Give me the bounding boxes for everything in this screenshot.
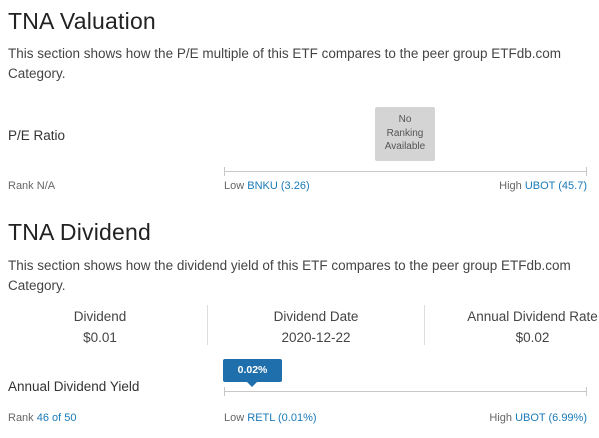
yield-marker: 0.02% [223,359,282,382]
pe-high-prefix: High [499,180,522,192]
stat-divider-1 [207,305,208,345]
stat-dividend-value: $0.01 [83,330,117,345]
yield-scale-tick-high [586,387,587,396]
valuation-title: TNA Valuation [8,8,156,34]
no-ranking-line-1: No [398,114,412,125]
yield-low-prefix: Low [224,412,245,424]
yield-low-link[interactable]: RETL (0.01%) [247,412,317,424]
stat-divider-2 [424,305,425,345]
yield-high: High UBOT (6.99%) [489,412,587,424]
yield-rank-prefix: Rank [8,412,34,424]
no-ranking-line-3: Available [384,141,426,152]
pe-ratio-label: P/E Ratio [8,128,66,143]
yield-rank: Rank 46 of 50 [8,412,77,424]
yield-scale-track [224,391,587,392]
no-ranking-badge: No Ranking Available [375,107,435,161]
pe-high-link[interactable]: UBOT (45.7) [524,180,587,192]
dividend-yield-label: Annual Dividend Yield [8,379,140,394]
pe-rank-value: N/A [36,180,56,192]
pe-scale-track [224,171,587,172]
pe-scale-tick-high [586,167,587,176]
dividend-description: This section shows how the dividend yiel… [8,258,571,293]
pe-rank: Rank N/A [8,180,55,192]
stat-dividend-date-label: Dividend Date [273,309,359,324]
yield-high-link[interactable]: UBOT (6.99%) [515,412,587,424]
pe-low-prefix: Low [224,180,245,192]
pe-rank-prefix: Rank [8,180,34,192]
stat-dividend-date-value: 2020-12-22 [281,330,351,345]
stat-dividend-label: Dividend [73,309,127,324]
yield-marker-pointer [247,382,257,387]
stat-annual-rate: Annual Dividend Rate $0.02 [460,308,599,350]
no-ranking-line-2: Ranking [386,127,424,139]
stat-annual-rate-label: Annual Dividend Rate [467,309,598,324]
pe-low-link[interactable]: BNKU (3.26) [247,180,310,192]
pe-scale-tick-low [224,167,225,176]
dividend-title: TNA Dividend [8,219,152,245]
yield-low: Low RETL (0.01%) [224,412,317,424]
yield-scale-tick-low [224,387,225,396]
pe-low: Low BNKU (3.26) [224,180,310,192]
stat-annual-rate-value: $0.02 [515,330,550,345]
stat-dividend: Dividend $0.01 [40,308,160,350]
yield-high-prefix: High [489,412,512,424]
pe-high: High UBOT (45.7) [499,180,587,192]
yield-rank-link[interactable]: 46 of 50 [36,412,77,424]
valuation-description: This section shows how the P/E multiple … [8,46,561,81]
stat-dividend-date: Dividend Date 2020-12-22 [246,308,386,350]
